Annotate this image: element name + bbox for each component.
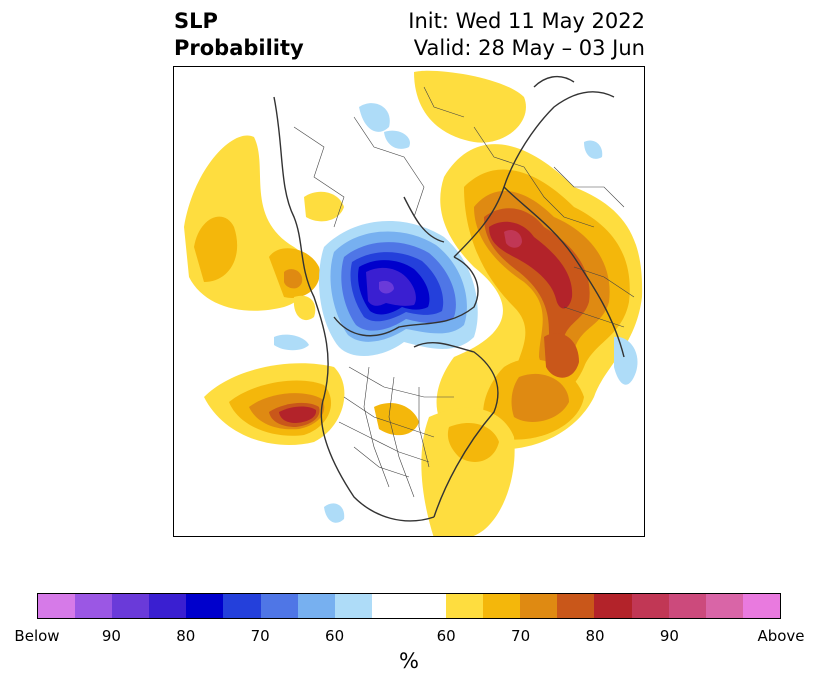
map-panel <box>173 66 645 537</box>
title-right: Init: Wed 11 May 2022 Valid: 28 May – 03… <box>408 8 645 62</box>
colorbar-tick-label: 80 <box>176 627 196 645</box>
colorbar-above-segment <box>668 594 706 618</box>
colorbar-below-segment <box>334 594 372 618</box>
colorbar-above-segment <box>520 594 558 618</box>
colorbar-tick-label: 60 <box>436 627 456 645</box>
colorbar-below-segment <box>186 594 224 618</box>
colorbar <box>37 593 781 619</box>
colorbar-below-segment <box>112 594 150 618</box>
colorbar-above-segment <box>446 594 484 618</box>
colorbar-ticks: Below 90 80 70 60 60 70 80 90 Above <box>0 627 819 647</box>
colorbar-tick-label: Below <box>14 627 60 645</box>
colorbar-below-segment <box>297 594 335 618</box>
country-borders <box>293 86 635 498</box>
colorbar-tick-label: 70 <box>511 627 531 645</box>
colorbar-above-segment <box>483 594 521 618</box>
above-normal-anomalies <box>184 70 643 536</box>
colorbar-unit-label: % <box>399 649 419 673</box>
coastlines <box>273 75 625 522</box>
colorbar-tick-label: Above <box>757 627 805 645</box>
title-variable: SLP <box>174 9 218 33</box>
colorbar-below-segment <box>223 594 261 618</box>
colorbar-tick-label: 90 <box>659 627 679 645</box>
title-left: SLP Probability <box>174 8 304 62</box>
colorbar-below-segment <box>260 594 298 618</box>
probability-map <box>184 70 643 536</box>
colorbar-above-segment <box>742 594 780 618</box>
colorbar-above-segment <box>594 594 632 618</box>
colorbar-tick-label: 60 <box>325 627 345 645</box>
valid-range: Valid: 28 May – 03 Jun <box>413 36 645 60</box>
colorbar-tick-label: 80 <box>585 627 605 645</box>
colorbar-below-segment <box>75 594 113 618</box>
colorbar-above-segment <box>557 594 595 618</box>
colorbar-below-segment <box>38 594 76 618</box>
colorbar-above-segment <box>705 594 743 618</box>
colorbar-neutral-segment <box>371 594 447 618</box>
colorbar-below-segment <box>149 594 187 618</box>
colorbar-tick-label: 70 <box>250 627 270 645</box>
title-product: Probability <box>174 36 304 60</box>
colorbar-above-segment <box>631 594 669 618</box>
colorbar-tick-label: 90 <box>101 627 121 645</box>
init-date: Init: Wed 11 May 2022 <box>408 9 645 33</box>
